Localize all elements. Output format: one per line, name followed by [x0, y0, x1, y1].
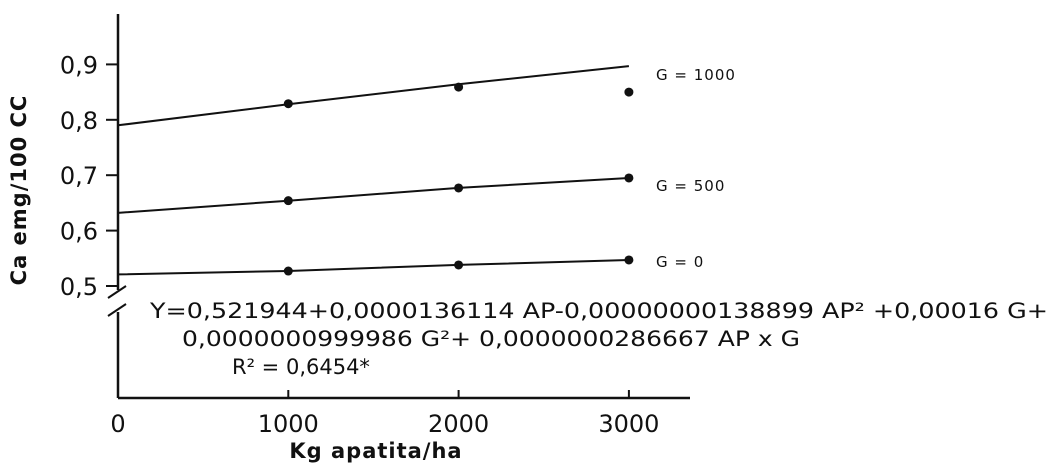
- data-point-1-0: [283, 196, 293, 206]
- series-label-g1000: G = 1000: [656, 66, 736, 84]
- data-point-0-2: [624, 255, 634, 265]
- data-point-2-1: [454, 82, 464, 92]
- data-point-2-0: [283, 99, 293, 109]
- regression-equation-line1: Y=0,521944+0,0000136114 AP-0,00000000138…: [149, 299, 1048, 323]
- x-axis-title: Kg apatita/ha: [289, 439, 462, 463]
- series-label-g0: G = 0: [656, 253, 704, 271]
- axis-break-mark-lower: [107, 303, 127, 317]
- series-label-g500: G = 500: [656, 177, 725, 195]
- y-tick-label-3: 0,8: [60, 107, 98, 135]
- series-lines: [117, 65, 630, 276]
- series-points: [283, 82, 634, 276]
- regression-equation-line2: 0,0000000999986 G²+ 0,0000000286667 AP x…: [182, 327, 800, 351]
- y-tick-label-1: 0,6: [60, 218, 98, 246]
- x-tick-label-3: 3000: [598, 410, 659, 438]
- r-squared-label: R² = 0,6454*: [232, 355, 370, 379]
- data-point-0-0: [283, 266, 293, 276]
- data-point-1-2: [624, 173, 634, 183]
- series-line-2: [117, 65, 630, 127]
- x-tick-label-1: 1000: [258, 410, 319, 438]
- y-tick-label-0: 0,5: [60, 273, 98, 301]
- data-point-2-2: [624, 87, 634, 97]
- x-ticks: 0 1000 2000 3000: [110, 390, 659, 438]
- axis-break-mark-upper: [107, 285, 127, 299]
- y-axis-title: Ca emg/100 CC: [7, 95, 31, 286]
- data-point-0-1: [454, 260, 464, 270]
- x-tick-label-2: 2000: [428, 410, 489, 438]
- y-ticks: 0,5 0,6 0,7 0,8 0,9: [60, 51, 118, 301]
- y-tick-label-2: 0,7: [60, 162, 98, 190]
- y-tick-label-4: 0,9: [60, 51, 98, 79]
- series-line-0: [117, 259, 629, 276]
- data-point-1-1: [454, 183, 464, 193]
- series-line-1: [117, 177, 629, 214]
- x-tick-label-0: 0: [110, 410, 125, 438]
